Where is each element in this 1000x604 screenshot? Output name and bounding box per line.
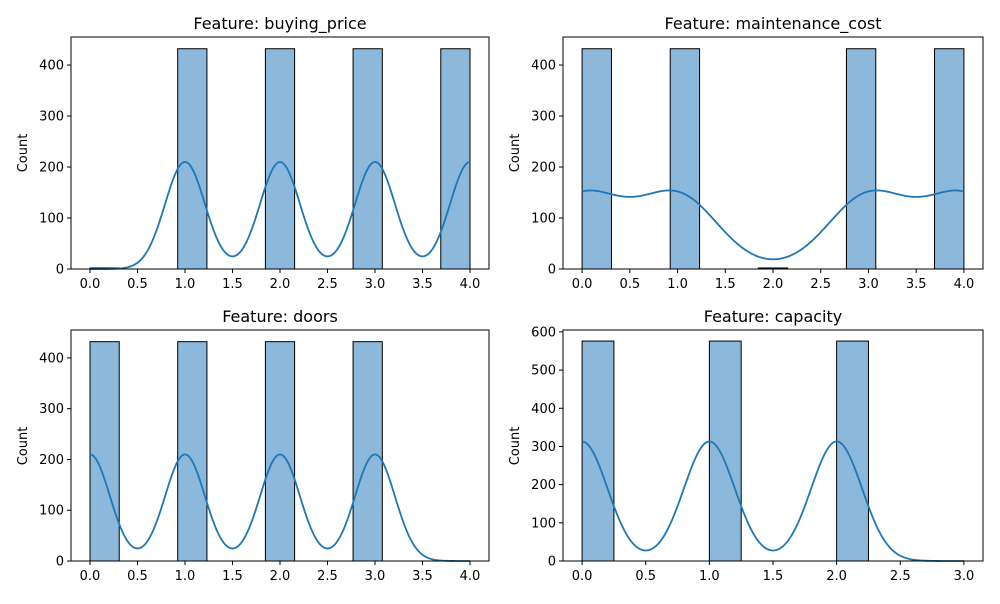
chart-title: Feature: capacity bbox=[704, 307, 842, 326]
y-tick-label: 600 bbox=[531, 325, 556, 340]
y-tick-label: 400 bbox=[39, 351, 64, 366]
x-tick-label: 2.0 bbox=[270, 277, 291, 292]
y-tick-label: 400 bbox=[531, 402, 556, 417]
y-axis-label: Count bbox=[16, 134, 31, 173]
y-tick-label: 300 bbox=[531, 110, 556, 125]
y-tick-label: 200 bbox=[531, 161, 556, 176]
histogram-bar bbox=[934, 48, 965, 270]
histogram-bar bbox=[264, 48, 296, 270]
y-tick-label: 0 bbox=[548, 555, 556, 570]
x-tick-label: 2.5 bbox=[810, 277, 831, 292]
kde-line bbox=[581, 189, 965, 261]
kde-line bbox=[89, 453, 470, 562]
x-tick-label: 0.5 bbox=[127, 277, 148, 292]
kde-line bbox=[90, 161, 471, 270]
histogram-bar bbox=[845, 48, 877, 270]
x-tick-label: 4.0 bbox=[460, 277, 481, 292]
subplot-capacity: Feature: capacity Count 0.0 0.5 1.0 1.5 2.0 2… bbox=[508, 307, 984, 584]
x-tick-label: 2.5 bbox=[890, 569, 911, 584]
x-tick-label: 3.5 bbox=[412, 569, 433, 584]
x-tick-label: 3.0 bbox=[858, 277, 879, 292]
y-tick-label: 200 bbox=[39, 453, 64, 468]
y-tick-label: 100 bbox=[531, 212, 556, 227]
x-tick-label: 0.0 bbox=[572, 569, 593, 584]
histogram-bar bbox=[177, 48, 208, 270]
histogram-bar bbox=[264, 341, 296, 562]
x-tick-label: 1.5 bbox=[763, 569, 784, 584]
y-tick-label: 100 bbox=[531, 516, 556, 531]
histogram-bar bbox=[581, 48, 612, 270]
histogram-bar bbox=[581, 340, 615, 562]
histogram-bar bbox=[352, 341, 383, 562]
y-tick-label: 400 bbox=[531, 59, 556, 74]
histogram-bar bbox=[669, 48, 701, 270]
y-tick-label: 200 bbox=[531, 478, 556, 493]
x-tick-label: 0.5 bbox=[127, 569, 148, 584]
x-tick-label: 1.5 bbox=[222, 569, 243, 584]
subplot-maintenance-cost: Feature: maintenance_cost Count 0.0 0.5 1.… bbox=[508, 14, 984, 292]
x-tick-label: 3.5 bbox=[412, 277, 433, 292]
plot-area: 0.0 0.5 1.0 1.5 2.0 2.5 3.0 3.5 4.0 0 100 200 300 400 bbox=[39, 329, 490, 584]
plot-area: 0.0 0.5 1.0 1.5 2.0 2.5 3.0 3.5 4.0 0 100 200 300 400 bbox=[531, 36, 984, 292]
subplot-doors: Feature: doors Count 0.0 0.5 1.0 1.5 2.0 2.5 3… bbox=[16, 307, 490, 584]
y-tick-label: 200 bbox=[39, 161, 64, 176]
x-tick-label: 4.0 bbox=[954, 277, 975, 292]
x-tick-label: 3.0 bbox=[365, 277, 386, 292]
y-tick-label: 0 bbox=[56, 555, 64, 570]
plot-area: 0.0 0.5 1.0 1.5 2.0 2.5 3.0 0 100 200 300 400 500 600 bbox=[531, 325, 984, 584]
chart-title: Feature: maintenance_cost bbox=[665, 14, 882, 34]
plot-area: 0.0 0.5 1.0 1.5 2.0 2.5 3.0 3.5 4.0 0 100 200 300 400 bbox=[39, 36, 490, 292]
x-tick-label: 0.0 bbox=[572, 277, 593, 292]
histogram-bar bbox=[89, 341, 120, 562]
x-tick-label: 0.5 bbox=[619, 277, 640, 292]
y-tick-label: 100 bbox=[39, 504, 64, 519]
x-tick-label: 0.0 bbox=[80, 277, 101, 292]
x-tick-label: 1.0 bbox=[175, 569, 196, 584]
x-tick-label: 1.0 bbox=[175, 277, 196, 292]
x-tick-label: 2.0 bbox=[763, 277, 784, 292]
chart-title: Feature: buying_price bbox=[193, 14, 366, 34]
x-tick-label: 3.0 bbox=[365, 569, 386, 584]
y-axis-label: Count bbox=[508, 427, 523, 466]
histogram-bar bbox=[708, 340, 742, 562]
subplot-buying-price: Feature: buying_price Count 0.0 0.5 1.0 1.5… bbox=[16, 14, 490, 292]
x-tick-label: 2.0 bbox=[826, 569, 847, 584]
x-tick-label: 3.5 bbox=[906, 277, 927, 292]
x-tick-label: 3.0 bbox=[954, 569, 975, 584]
y-axis-label: Count bbox=[16, 427, 31, 466]
x-tick-label: 0.5 bbox=[635, 569, 656, 584]
y-axis-label: Count bbox=[508, 134, 523, 173]
x-tick-label: 1.0 bbox=[667, 277, 688, 292]
x-tick-label: 1.5 bbox=[222, 277, 243, 292]
chart-title: Feature: doors bbox=[222, 307, 338, 326]
x-tick-label: 2.0 bbox=[270, 569, 291, 584]
x-tick-label: 1.5 bbox=[715, 277, 736, 292]
histogram-bar bbox=[177, 341, 208, 562]
x-tick-label: 2.5 bbox=[317, 277, 338, 292]
x-tick-label: 4.0 bbox=[460, 569, 481, 584]
histogram-bar bbox=[836, 340, 869, 562]
x-tick-label: 1.0 bbox=[699, 569, 720, 584]
histogram-bar bbox=[440, 48, 471, 270]
y-tick-label: 500 bbox=[531, 364, 556, 379]
y-tick-label: 300 bbox=[39, 402, 64, 417]
histogram-bar bbox=[352, 48, 383, 270]
y-tick-label: 100 bbox=[39, 212, 64, 227]
y-tick-label: 0 bbox=[56, 263, 64, 278]
x-tick-label: 2.5 bbox=[317, 569, 338, 584]
x-tick-label: 0.0 bbox=[80, 569, 101, 584]
y-tick-label: 0 bbox=[548, 263, 556, 278]
y-tick-label: 400 bbox=[39, 59, 64, 74]
kde-line bbox=[581, 440, 964, 562]
y-tick-label: 300 bbox=[531, 440, 556, 455]
y-tick-label: 300 bbox=[39, 110, 64, 125]
